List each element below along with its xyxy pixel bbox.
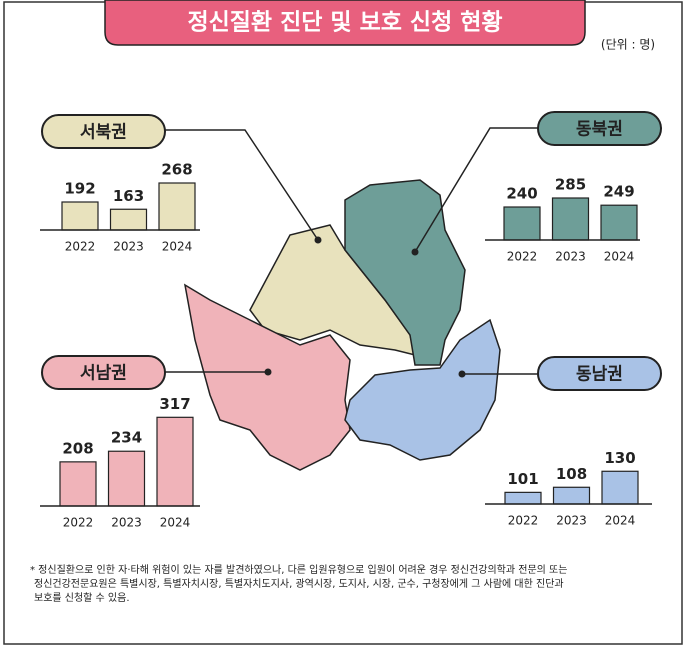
x-tick-label: 2024	[162, 240, 193, 254]
bar	[109, 208, 148, 231]
value-label: 108	[556, 465, 587, 483]
region-pill	[537, 356, 662, 391]
x-tick-label: 2023	[113, 240, 144, 254]
value-label: 101	[507, 470, 538, 488]
connector	[165, 129, 319, 241]
bar	[600, 204, 638, 241]
x-tick-label: 2022	[508, 514, 539, 528]
dot	[411, 248, 419, 256]
x-tick-label: 2022	[63, 516, 94, 530]
region-northeast	[344, 179, 466, 366]
region-label: 동남권	[576, 365, 623, 385]
bar	[551, 197, 590, 241]
bar	[107, 450, 146, 507]
connectors	[165, 127, 538, 375]
map	[183, 179, 501, 471]
value-label: 192	[64, 180, 95, 198]
region-pill	[41, 355, 166, 390]
value-label: 234	[111, 429, 142, 447]
x-tick-label: 2024	[160, 516, 191, 530]
bar	[59, 461, 97, 507]
region-label: 동북권	[576, 120, 623, 140]
bar	[61, 201, 99, 231]
bar	[156, 416, 194, 507]
x-tick-label: 2023	[111, 516, 142, 530]
value-label: 285	[555, 176, 586, 194]
dots	[264, 236, 466, 378]
x-tick-label: 2024	[605, 514, 636, 528]
x-tick-label: 2024	[604, 250, 635, 264]
bar	[504, 491, 542, 505]
connector	[414, 127, 538, 253]
title-banner	[104, 0, 586, 46]
value-label: 240	[506, 185, 537, 203]
dot	[314, 236, 322, 244]
region-label: 서남권	[80, 364, 127, 384]
region-label: 서북권	[80, 123, 127, 143]
bar	[601, 470, 639, 505]
value-label: 249	[603, 183, 634, 201]
value-label: 163	[113, 187, 144, 205]
dot	[458, 370, 466, 378]
bar	[552, 486, 591, 505]
footnote: 보호를 신청할 수 있음.	[34, 592, 130, 604]
bar	[158, 182, 196, 231]
region-southeast	[344, 318, 501, 461]
value-label: 130	[604, 449, 635, 467]
footnote: * 정신질환으로 인한 자·타해 위험이 있는 자를 발견하였으나, 다른 입원…	[30, 563, 567, 576]
region-pill	[41, 114, 166, 149]
value-label: 268	[161, 161, 192, 179]
value-label: 317	[159, 395, 190, 413]
region-pill	[537, 111, 662, 146]
dot	[264, 368, 272, 376]
x-tick-label: 2023	[556, 514, 587, 528]
region-southwest	[183, 283, 351, 471]
x-tick-label: 2022	[65, 240, 96, 254]
bar	[503, 206, 541, 241]
x-tick-label: 2023	[555, 250, 586, 264]
value-label: 208	[62, 439, 93, 457]
footnote: 정신건강전문요원은 특별시장, 특별자치시장, 특별자치도지사, 광역시장, 도…	[34, 577, 564, 590]
unit: (단위 : 명)	[601, 38, 655, 52]
title: 정신질환 진단 및 보호 신청 현황	[187, 10, 502, 36]
x-tick-label: 2022	[507, 250, 538, 264]
